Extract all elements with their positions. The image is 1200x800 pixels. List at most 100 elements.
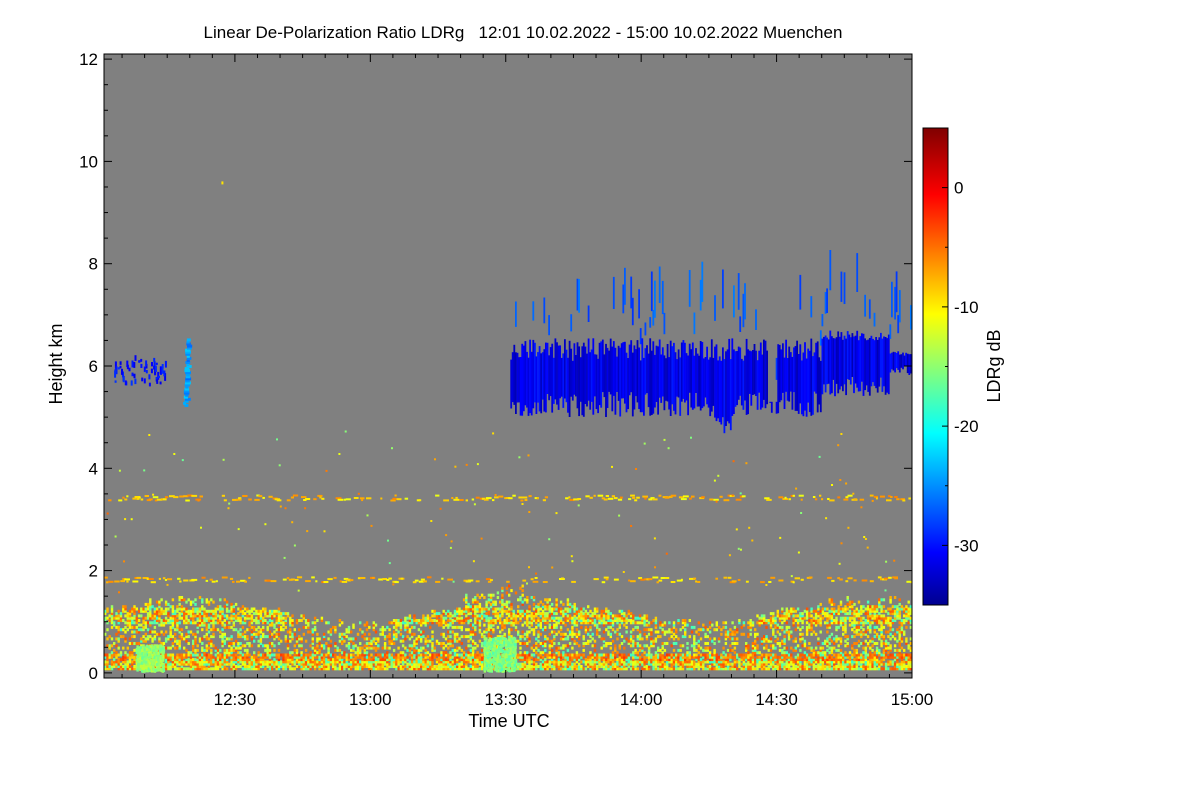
aerosol-cell xyxy=(550,612,554,616)
aerosol-cell xyxy=(266,651,269,655)
noise-cell xyxy=(522,579,527,582)
aerosol-cell xyxy=(616,660,619,664)
aerosol-cell xyxy=(289,635,292,639)
noise-cell xyxy=(634,499,638,502)
aerosol-cell xyxy=(239,653,242,657)
aerosol-cell xyxy=(456,632,459,636)
aerosol-cell xyxy=(124,667,127,671)
aerosol-cell xyxy=(652,644,655,648)
scatter-noise-cell xyxy=(745,462,748,465)
aerosol-cell xyxy=(616,662,619,666)
aerosol-cell xyxy=(196,616,199,620)
cirrus-bright-streak xyxy=(856,253,859,292)
aerosol-cell xyxy=(151,616,154,620)
aerosol-cell xyxy=(365,628,369,632)
aerosol-cell xyxy=(417,662,421,666)
cirrus-bright-streak xyxy=(652,309,655,326)
aerosol-cell xyxy=(566,653,570,657)
aerosol-cell xyxy=(284,635,287,639)
aerosol-cell xyxy=(629,653,633,657)
aerosol-cell xyxy=(174,637,177,641)
aerosol-cell xyxy=(562,662,565,666)
aerosol-cell xyxy=(406,625,409,629)
aerosol-cell xyxy=(153,607,157,611)
aerosol-cell xyxy=(480,635,484,639)
aerosol-cell xyxy=(699,660,703,664)
aerosol-cell xyxy=(264,662,267,666)
aerosol-cell xyxy=(361,667,364,671)
aerosol-cell xyxy=(119,662,123,666)
aerosol-cell xyxy=(429,658,432,662)
aerosol-cell xyxy=(404,625,407,629)
aerosol-cell xyxy=(167,646,170,650)
scatter-noise-cell xyxy=(885,560,888,563)
aerosol-cell xyxy=(192,619,195,622)
aerosol-cell xyxy=(474,625,477,629)
aerosol-cell xyxy=(295,637,299,641)
aerosol-cell xyxy=(207,655,211,659)
aerosol-cell xyxy=(313,625,317,629)
aerosol-cell xyxy=(431,667,434,671)
scatter-noise-cell xyxy=(831,484,833,486)
aerosol-cell xyxy=(704,642,707,645)
aerosol-cell xyxy=(262,635,265,639)
cirrus-streak xyxy=(548,355,550,401)
aerosol-cell xyxy=(736,642,739,645)
aerosol-cell xyxy=(462,621,466,625)
aerosol-cell xyxy=(334,628,337,632)
aerosol-cell xyxy=(149,600,152,604)
aerosol-cell xyxy=(171,621,175,625)
aerosol-cell xyxy=(280,612,283,616)
aerosol-cell xyxy=(607,665,610,668)
aerosol-cell xyxy=(681,665,685,668)
aerosol-cell xyxy=(593,667,597,671)
aerosol-cell xyxy=(587,614,590,618)
aerosol-cell xyxy=(550,602,554,606)
aerosol-cell xyxy=(584,662,588,666)
aerosol-cell xyxy=(663,642,667,645)
aerosol-cell xyxy=(300,614,303,618)
aerosol-cell xyxy=(216,665,220,668)
aerosol-cell xyxy=(666,665,669,668)
aerosol-cell xyxy=(708,665,712,668)
aerosol-cell xyxy=(273,609,276,613)
aerosol-cell xyxy=(415,667,418,671)
aerosol-cell xyxy=(715,653,718,657)
aerosol-cell xyxy=(185,607,188,611)
aerosol-cell xyxy=(453,639,457,643)
cirrus-streak xyxy=(519,357,522,416)
aerosol-cell xyxy=(562,614,565,618)
aerosol-cell xyxy=(537,653,540,657)
aerosol-cell xyxy=(451,660,454,664)
aerosol-cell xyxy=(162,632,166,636)
aerosol-cell xyxy=(724,655,728,659)
aerosol-cell xyxy=(573,619,576,622)
aerosol-cell xyxy=(487,609,491,613)
aerosol-cell xyxy=(677,660,680,664)
aerosol-cell xyxy=(747,658,750,662)
aerosol-cell xyxy=(119,667,123,671)
aerosol-cell xyxy=(255,658,258,662)
aerosol-cell xyxy=(598,653,601,657)
aerosol-cell xyxy=(164,609,168,613)
aerosol-cell xyxy=(508,630,511,634)
noise-cell xyxy=(843,498,849,501)
aerosol-cell xyxy=(363,651,366,655)
scatter-noise-cell xyxy=(338,453,341,455)
aerosol-cell xyxy=(702,655,705,659)
aerosol-cell xyxy=(307,667,310,671)
aerosol-cell xyxy=(347,642,351,645)
aerosol-cell xyxy=(657,648,660,652)
aerosol-cell xyxy=(237,665,240,668)
aerosol-cell xyxy=(174,619,177,622)
aerosol-cell xyxy=(607,655,610,659)
aerosol-cell xyxy=(564,653,567,657)
aerosol-cell xyxy=(230,642,233,645)
aerosol-cell xyxy=(176,655,179,659)
aerosol-cell xyxy=(264,655,267,659)
aerosol-cell xyxy=(174,632,177,636)
aerosol-cell xyxy=(225,616,229,620)
aerosol-cell xyxy=(643,651,646,655)
aerosol-cell xyxy=(298,653,301,657)
aerosol-cell xyxy=(203,653,206,657)
